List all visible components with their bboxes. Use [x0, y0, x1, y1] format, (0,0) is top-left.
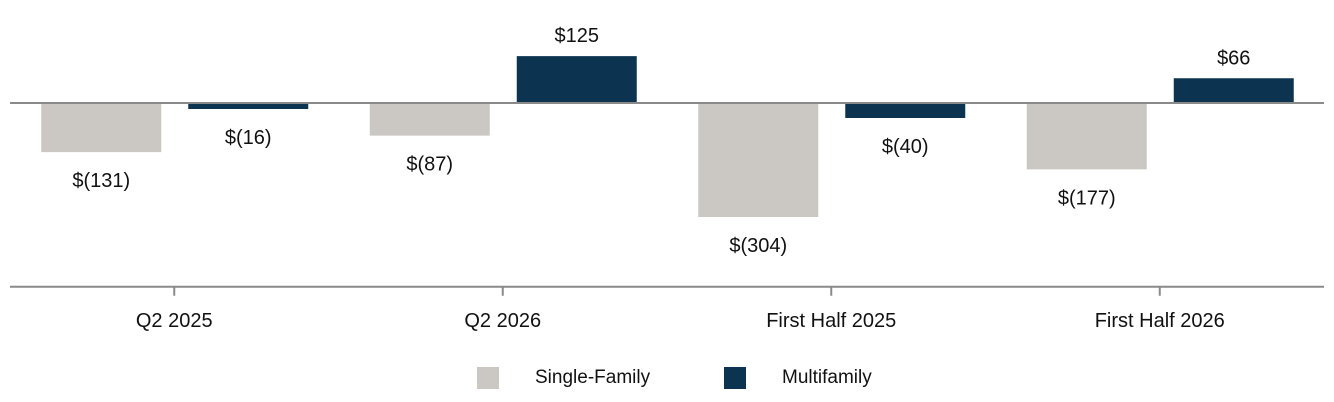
data-label: $(16) — [225, 127, 272, 149]
legend-swatch-single-family — [477, 367, 499, 389]
x-tick-label: First Half 2025 — [766, 310, 896, 332]
data-label: $(304) — [729, 235, 787, 257]
data-label: $(131) — [72, 170, 130, 192]
data-label: $(40) — [882, 136, 929, 158]
data-label: $125 — [555, 25, 600, 47]
x-tick-label: Q2 2025 — [136, 310, 213, 332]
bars-layer — [41, 56, 1294, 217]
bar-single-family — [698, 103, 819, 217]
data-label: $66 — [1217, 47, 1250, 69]
data-label: $(177) — [1058, 187, 1116, 209]
legend-swatch-multifamily — [724, 367, 746, 389]
bar-single-family — [369, 103, 490, 136]
bar-multifamily — [1173, 78, 1294, 103]
bar-multifamily — [188, 103, 309, 109]
bar-multifamily — [516, 56, 637, 103]
x-tick-label: First Half 2026 — [1095, 310, 1225, 332]
legend-item-single-family: Single-Family — [477, 367, 650, 389]
legend-label-single-family: Single-Family — [535, 367, 651, 388]
data-label: $(87) — [406, 154, 453, 176]
bar-multifamily — [845, 103, 966, 118]
x-tick-label: Q2 2026 — [464, 310, 541, 332]
x-axis-ticks: Q2 2025 Q2 2026 First Half 2025 First Half … — [136, 286, 1225, 332]
bar-single-family — [41, 103, 162, 153]
legend-item-multifamily: Multifamily — [724, 367, 872, 389]
bar-single-family — [1026, 103, 1147, 170]
legend-label-multifamily: Multifamily — [782, 367, 872, 388]
legend: Single-Family Multifamily — [0, 367, 1334, 397]
data-labels: $(131) $(16) $(87) $125 $(304) $(40) $(177) $66 — [72, 25, 1250, 257]
